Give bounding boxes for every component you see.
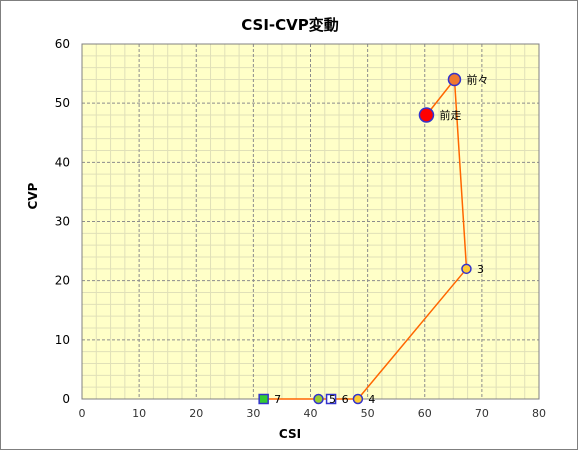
point-label-3: 3 <box>477 263 484 276</box>
x-tick-label: 70 <box>475 407 489 420</box>
y-tick-label: 60 <box>55 37 70 51</box>
y-tick-label: 10 <box>55 333 70 347</box>
y-axis-ticks: 0 10 20 30 40 50 60 <box>55 37 70 406</box>
x-axis-label: CSI <box>279 427 301 441</box>
grid-lines <box>81 43 540 400</box>
point-label-6: 5 <box>329 393 336 406</box>
data-point-4 <box>352 393 364 405</box>
x-axis-ticks: 0 10 20 30 40 50 60 70 80 <box>79 407 547 420</box>
x-tick-label: 10 <box>132 407 146 420</box>
y-tick-label: 0 <box>62 392 70 406</box>
point-label-1: 前走 <box>439 108 461 122</box>
x-tick-label: 0 <box>79 407 86 420</box>
y-tick-label: 20 <box>55 274 70 288</box>
data-point-2 <box>447 72 462 87</box>
chart-title: CSI-CVP変動 <box>241 16 339 34</box>
x-tick-label: 30 <box>246 407 260 420</box>
point-labels: 前走 前々 3 4 65 7 <box>274 73 488 407</box>
y-tick-label: 30 <box>55 215 70 229</box>
x-tick-label: 20 <box>189 407 203 420</box>
point-label-2: 前々 <box>466 73 488 87</box>
y-tick-label: 40 <box>55 155 70 169</box>
point-label-5: 6 <box>342 393 349 406</box>
point-label-7: 7 <box>274 393 281 406</box>
x-tick-label: 50 <box>361 407 375 420</box>
x-tick-label: 60 <box>418 407 432 420</box>
y-axis-label: CVP <box>26 182 40 209</box>
data-point-6 <box>313 393 324 405</box>
point-label-4: 4 <box>368 393 375 406</box>
data-point-3 <box>461 263 472 275</box>
data-point-7 <box>258 393 269 405</box>
data-point-5 <box>325 393 337 405</box>
data-point-1 <box>418 107 435 123</box>
y-tick-label: 50 <box>55 96 70 110</box>
x-tick-label: 40 <box>304 407 318 420</box>
data-markers <box>258 72 472 405</box>
x-tick-label: 80 <box>532 407 546 420</box>
